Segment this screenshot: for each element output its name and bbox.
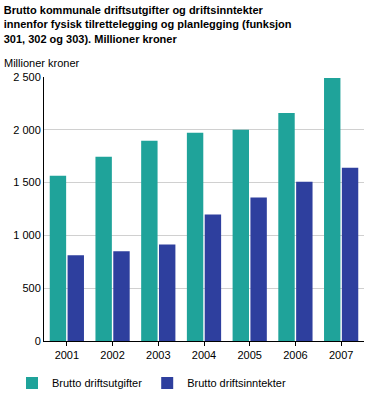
svg-text:500: 500 [22,282,40,294]
svg-text:2003: 2003 [146,349,170,361]
svg-text:Brutto driftsutgifter: Brutto driftsutgifter [52,377,142,389]
svg-text:2001: 2001 [55,349,79,361]
svg-text:1 000: 1 000 [13,229,41,241]
svg-text:2007: 2007 [329,349,353,361]
svg-text:2 000: 2 000 [13,124,41,136]
svg-text:2006: 2006 [283,349,307,361]
svg-text:2004: 2004 [192,349,216,361]
svg-text:2005: 2005 [237,349,261,361]
svg-text:1 500: 1 500 [13,176,41,188]
svg-text:2002: 2002 [100,349,124,361]
svg-text:0: 0 [35,335,41,347]
svg-text:Brutto kommunale driftsutgifte: Brutto kommunale driftsutgifter og drift… [4,4,292,45]
svg-text:2 500: 2 500 [13,71,41,83]
svg-text:Millioner kroner: Millioner kroner [4,57,80,69]
svg-text:Brutto driftsinntekter: Brutto driftsinntekter [187,377,286,389]
